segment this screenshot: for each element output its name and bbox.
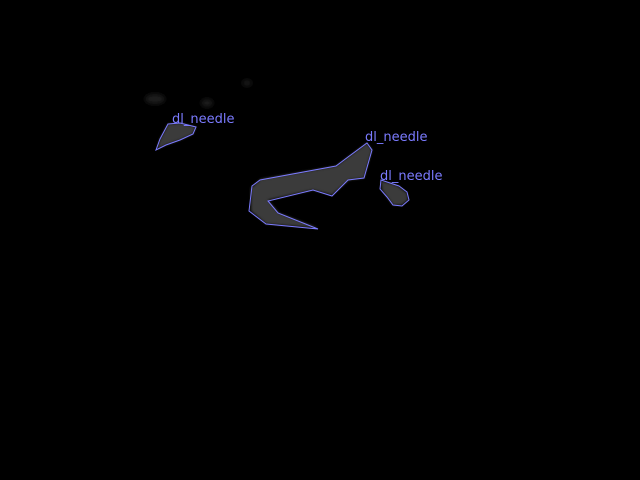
- needle-region-fill: [157, 123, 196, 149]
- needle-region-1[interactable]: dl_needle: [155, 112, 234, 152]
- needle-region-fill: [381, 181, 408, 205]
- background-smudge: [201, 99, 213, 107]
- needle-region-outline: [379, 179, 410, 207]
- needle-label: dl_needle: [365, 130, 427, 145]
- needle-label: dl_needle: [380, 169, 442, 184]
- needle-region-2[interactable]: dl_needle: [248, 130, 427, 230]
- background-smudge: [242, 80, 252, 86]
- needle-region-outline: [155, 122, 197, 152]
- needle-region-outline: [248, 142, 373, 230]
- needle-region-fill: [251, 143, 372, 228]
- needle-label: dl_needle: [172, 112, 234, 127]
- needle-region-3[interactable]: dl_needle: [379, 169, 442, 207]
- background-smudges: [145, 80, 252, 107]
- background-smudge: [145, 94, 165, 104]
